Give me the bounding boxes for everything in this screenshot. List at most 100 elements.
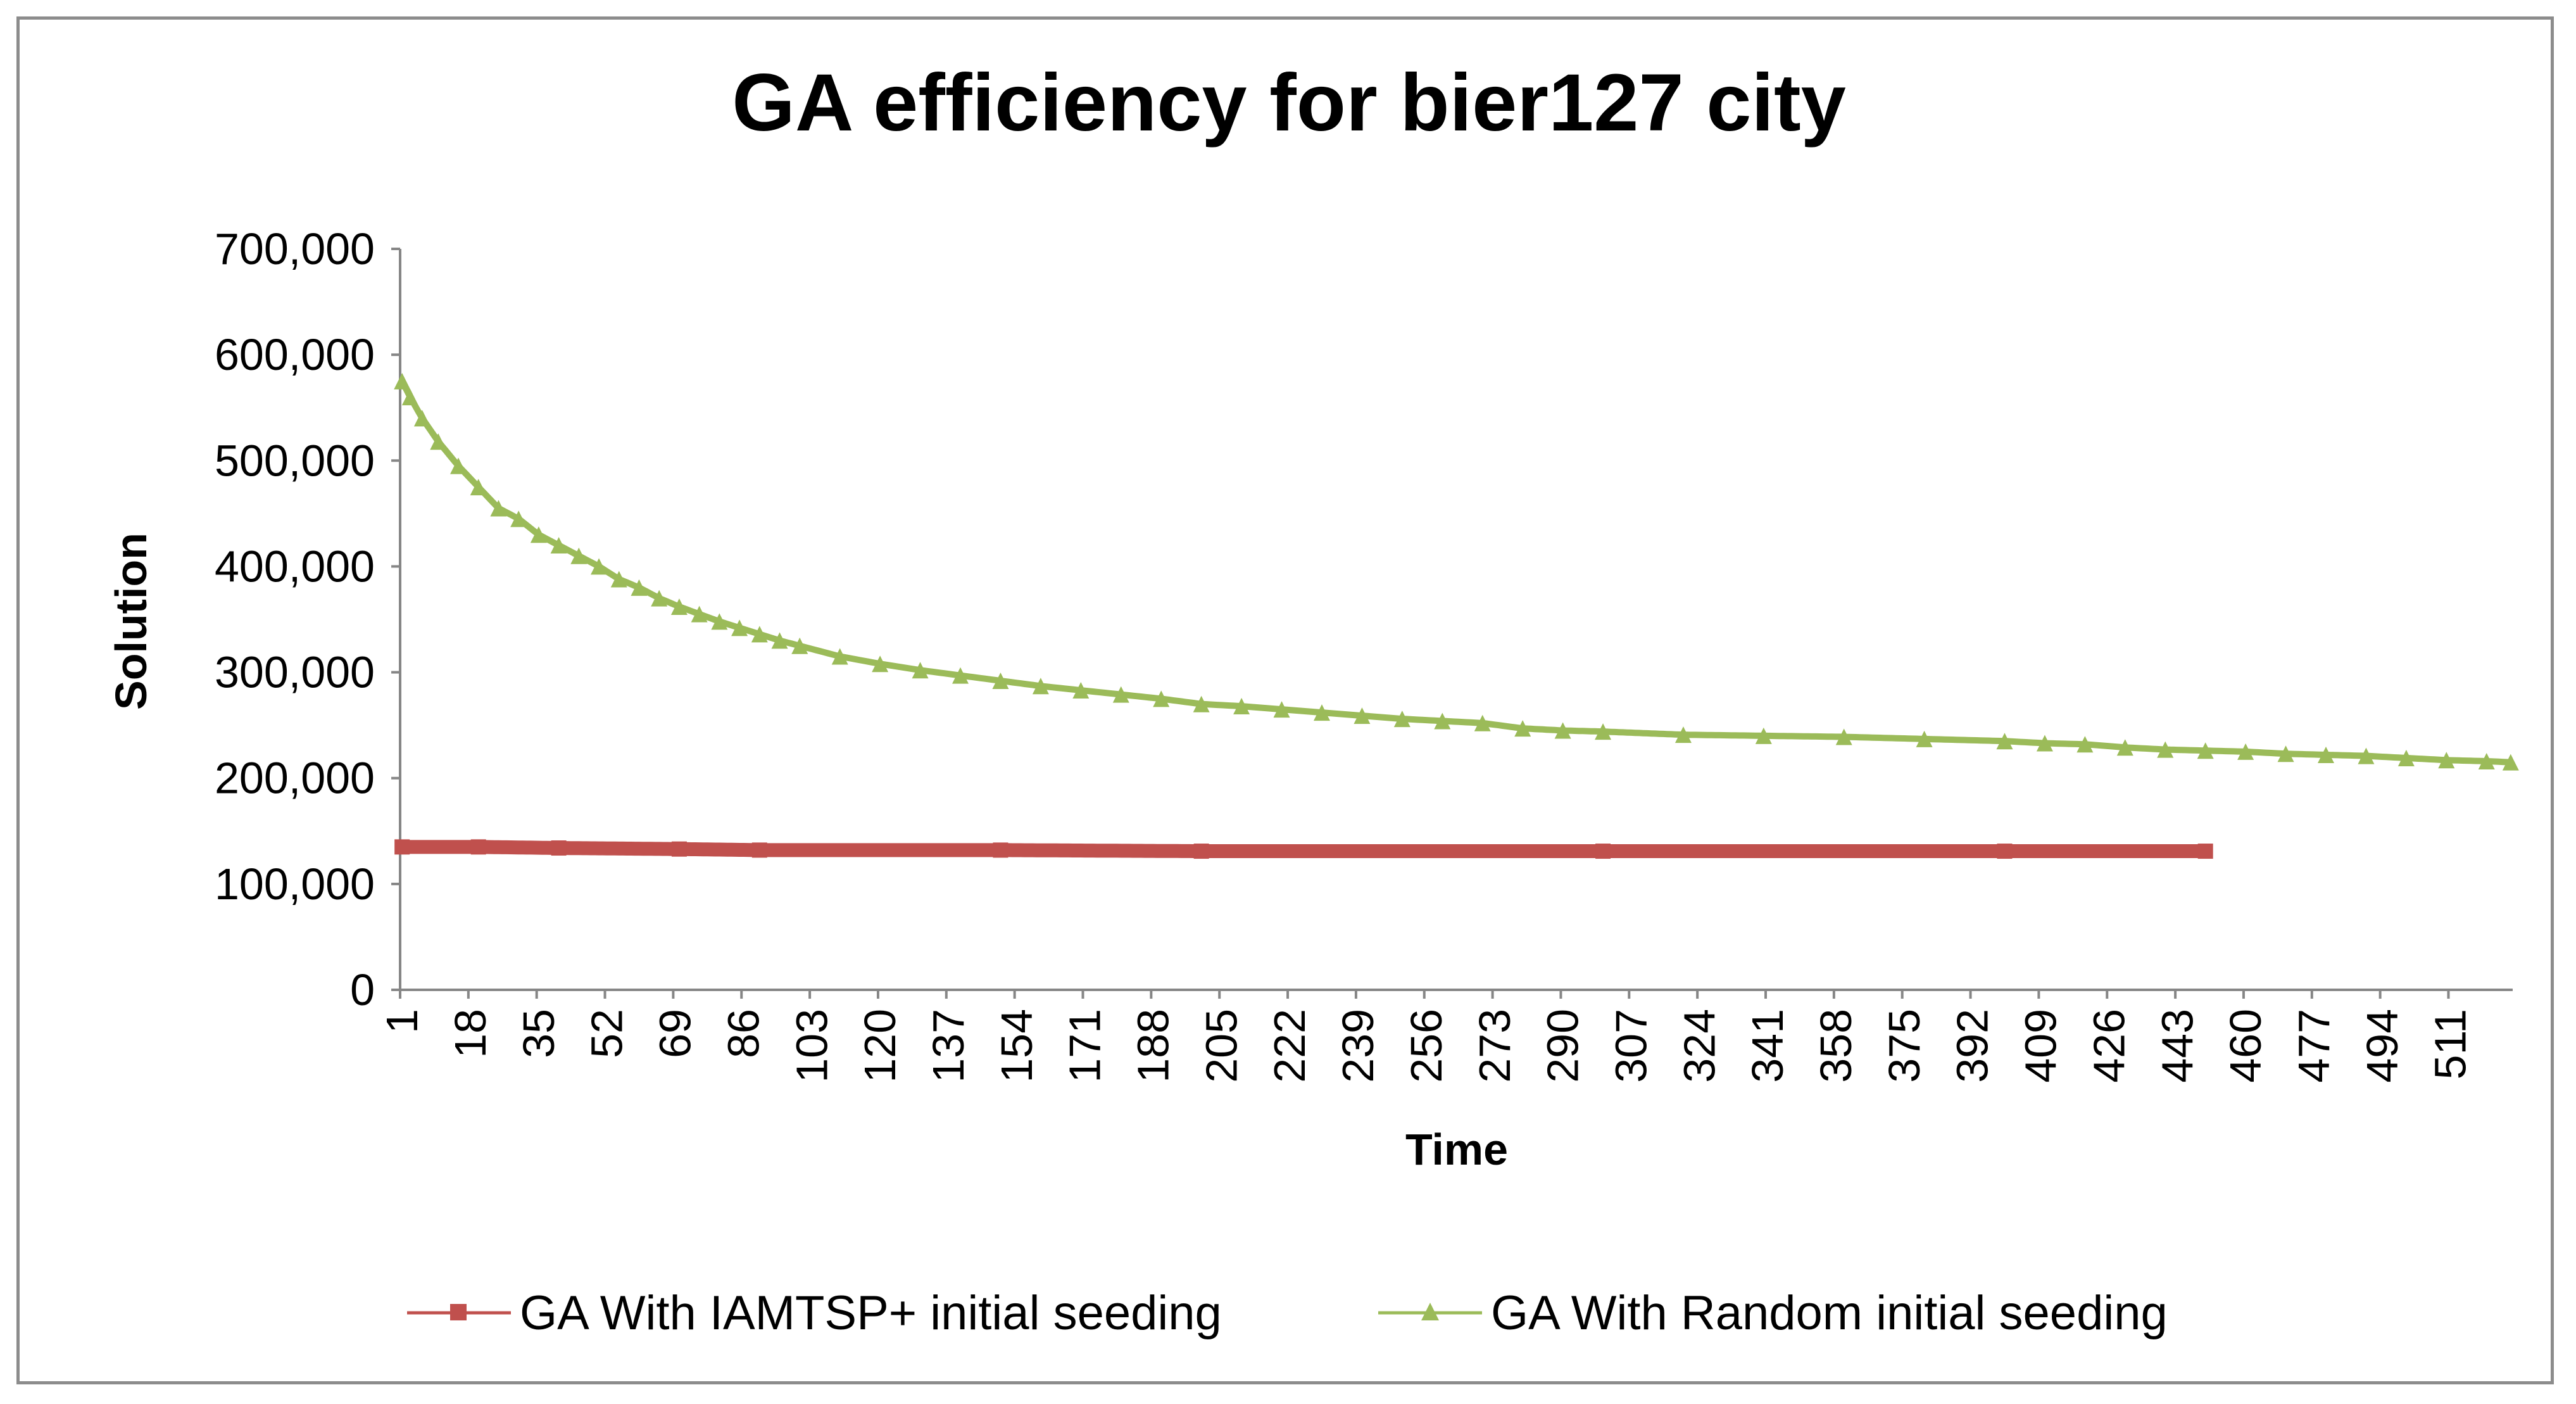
data-point [401,389,418,405]
x-tick-label: 511 [2426,1009,2475,1080]
data-point [2358,747,2375,764]
data-point [992,672,1009,689]
x-tick-label: 392 [1948,1009,1997,1083]
data-point [2197,742,2214,759]
x-tick-label: 341 [1743,1009,1792,1083]
legend-marker-random [1421,1303,1439,1320]
data-point [1313,704,1330,721]
data-point [691,605,708,623]
data-point [631,579,648,596]
y-tick-label: 300,000 [215,648,375,697]
legend-label-iamtsp: GA With IAMTSP+ initial seeding [520,1286,1222,1340]
data-point [510,510,527,528]
y-axis-label: Solution [106,533,156,710]
x-tick-label: 290 [1538,1009,1588,1083]
data-point [751,626,768,643]
data-point [470,479,487,496]
x-tick-label: 103 [787,1009,836,1083]
data-point [912,662,929,679]
x-tick-label: 494 [2358,1009,2407,1083]
x-ticks: 1 18 35 52 69 86 103 120 137 154 171 188 205 222 239 25… [377,990,2475,1083]
legend-label-random: GA With Random initial seeding [1491,1286,2168,1340]
data-point [1193,695,1210,712]
data-point [591,558,608,575]
data-point [2317,746,2334,763]
x-tick-label: 324 [1674,1009,1724,1083]
data-point [430,433,447,450]
x-tick-label: 137 [924,1009,973,1083]
x-tick-label: 273 [1470,1009,1519,1083]
data-point [1595,844,1611,859]
data-point [2237,743,2254,760]
data-point [1674,726,1692,743]
y-ticks: 0 100,000 200,000 300,000 400,000 500,000 600,… [215,224,400,1015]
x-tick-label: 171 [1060,1009,1110,1083]
x-tick-label: 188 [1129,1009,1178,1083]
data-point [1755,727,1772,744]
data-point [711,613,728,630]
data-point [394,372,411,389]
y-tick-label: 100,000 [215,859,375,909]
y-tick-label: 500,000 [215,436,375,485]
data-point [1393,711,1411,728]
legend-marker-iamtsp [450,1304,467,1320]
data-point [490,500,507,517]
x-tick-label: 154 [992,1009,1041,1083]
data-point [731,619,748,636]
x-tick-label: 1 [377,1009,427,1034]
x-axis-label: Time [1405,1125,1508,1174]
chart-title: GA efficiency for bier127 city [732,58,1846,148]
data-point [1112,686,1129,703]
y-tick-label: 0 [350,965,375,1015]
x-tick-label: 222 [1265,1009,1314,1083]
x-tick-label: 358 [1811,1009,1861,1083]
data-point [2116,739,2133,756]
x-tick-label: 52 [582,1009,632,1058]
data-point [2277,745,2294,762]
data-point [2157,741,2174,758]
data-point [1514,720,1531,737]
data-point [413,410,430,427]
data-point [1233,698,1250,715]
chart-frame: GA efficiency for bier127 city 0 100,000 2… [16,16,2554,1384]
data-point [610,571,627,588]
data-point [470,839,486,855]
data-point [2077,736,2094,753]
data-point [751,842,767,858]
data-point [1554,722,1571,739]
y-tick-label: 600,000 [215,330,375,379]
x-tick-label: 69 [651,1009,700,1058]
data-point [791,637,808,654]
data-point [551,840,567,856]
x-tick-label: 460 [2221,1009,2270,1083]
data-point [2197,844,2213,859]
x-tick-label: 120 [855,1009,905,1083]
x-tick-label: 86 [719,1009,768,1058]
x-tick-label: 18 [446,1009,495,1058]
data-point [1153,690,1170,707]
x-tick-label: 477 [2289,1009,2339,1083]
x-tick-label: 443 [2152,1009,2202,1083]
data-point [2438,752,2455,769]
x-tick-label: 409 [2016,1009,2066,1083]
data-point [1996,733,2013,750]
data-point [394,839,410,855]
data-point [2502,754,2519,771]
data-point [952,667,969,684]
data-point [1072,681,1090,699]
data-point [530,526,547,543]
legend: GA With IAMTSP+ initial seeding GA With … [407,1286,2168,1340]
series-line [402,840,2206,858]
y-tick-label: 700,000 [215,224,375,274]
series-random [394,372,2519,771]
data-point [449,457,467,474]
data-point [1997,844,2013,859]
data-point [1273,701,1290,718]
data-point [1835,728,1852,745]
data-point [831,648,848,665]
series-iamtsp [394,839,2213,859]
data-point [771,632,788,649]
y-tick-label: 400,000 [215,541,375,591]
data-point [671,841,687,857]
data-point [1595,723,1612,740]
